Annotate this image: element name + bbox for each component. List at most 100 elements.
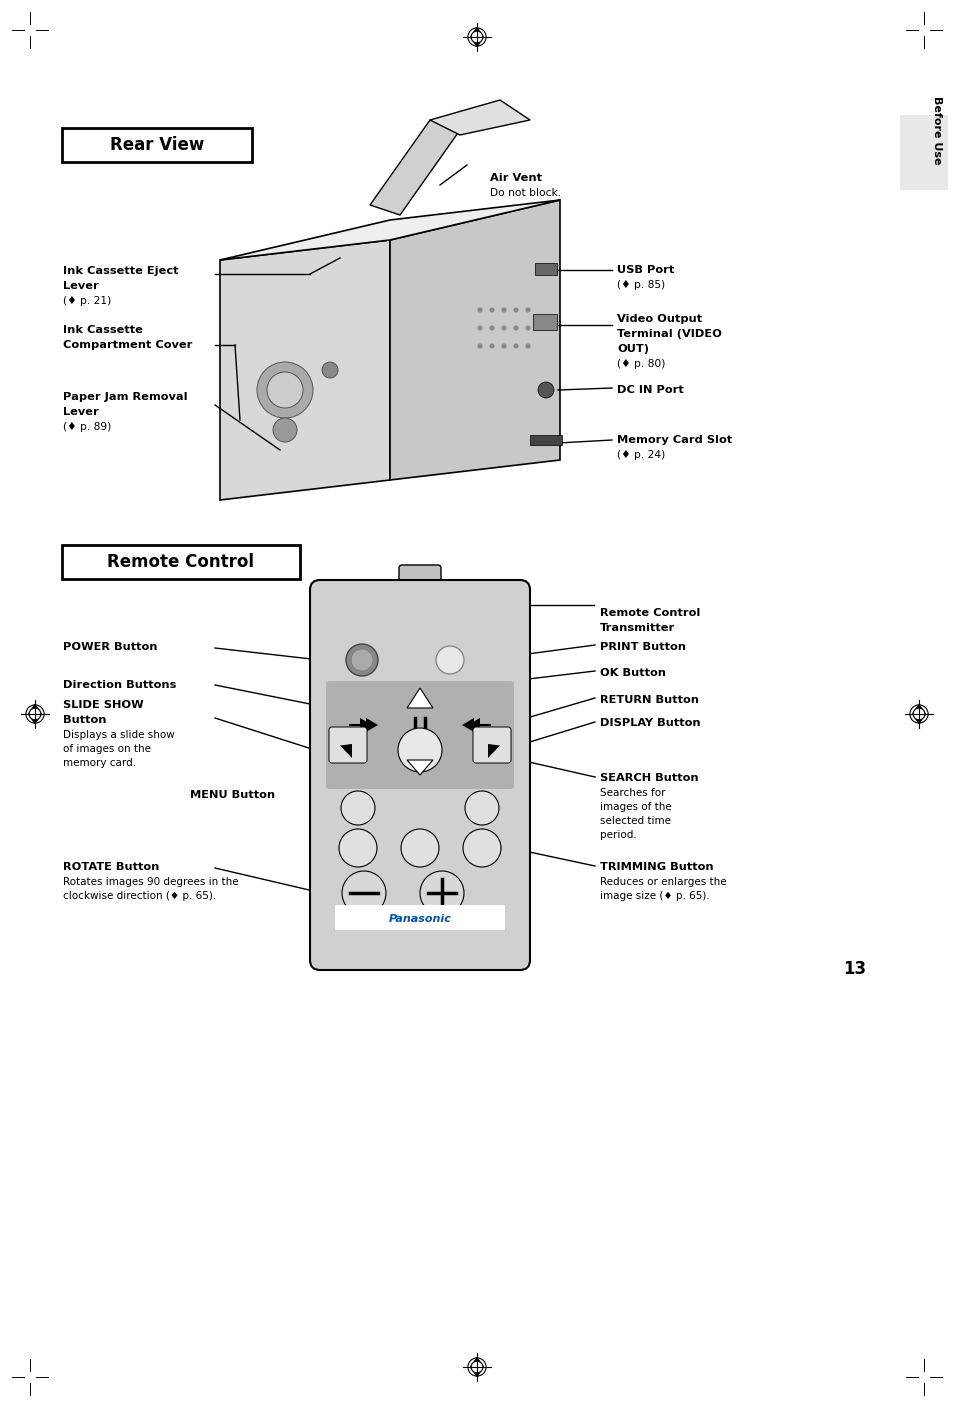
Polygon shape [366,718,377,732]
Circle shape [525,308,530,312]
Circle shape [477,325,482,331]
Text: SLIDE SHOW: SLIDE SHOW [328,787,365,792]
Text: of images on the: of images on the [63,744,151,754]
Circle shape [273,418,296,442]
Text: image size (♦ p. 65).: image size (♦ p. 65). [599,891,709,900]
Text: Compartment Cover: Compartment Cover [63,340,193,350]
Text: PRINT: PRINT [428,636,448,642]
Circle shape [525,343,530,349]
Text: Memory Card Slot: Memory Card Slot [617,435,731,445]
Circle shape [501,308,506,312]
Circle shape [351,649,373,671]
Text: Lever: Lever [63,407,99,416]
Text: (♦ p. 21): (♦ p. 21) [63,295,112,305]
Polygon shape [390,200,559,480]
Text: Video Output: Video Output [617,314,701,324]
Circle shape [471,31,482,42]
Text: POWER Button: POWER Button [63,642,157,651]
Text: DISPLAY: DISPLAY [459,827,483,832]
Circle shape [338,829,376,867]
Text: Rotates images 90 degrees in the: Rotates images 90 degrees in the [63,877,238,886]
Polygon shape [488,744,499,758]
Circle shape [501,325,506,331]
Polygon shape [468,718,479,732]
Text: (♦ p. 89): (♦ p. 89) [63,422,112,432]
Text: Ink Cassette: Ink Cassette [63,325,143,335]
Text: OK: OK [414,746,426,754]
Bar [533,314,557,331]
Text: Panasonic: Panasonic [388,915,451,924]
Text: OUT): OUT) [617,343,648,355]
Polygon shape [430,100,530,135]
Polygon shape [470,28,483,46]
Text: ROTATE Button: ROTATE Button [63,862,159,872]
Polygon shape [912,705,924,723]
Polygon shape [407,688,433,708]
Text: MENU Button: MENU Button [190,789,274,801]
Text: DISPLAY Button: DISPLAY Button [599,718,700,727]
Circle shape [346,644,377,675]
Circle shape [912,708,923,720]
Circle shape [30,708,41,720]
Text: 13: 13 [842,960,865,978]
Text: MENU: MENU [325,827,342,832]
Circle shape [397,727,441,772]
Text: SEARCH Button: SEARCH Button [599,772,698,784]
FancyBboxPatch shape [329,727,367,763]
Circle shape [256,362,313,418]
Text: clockwise direction (♦ p. 65).: clockwise direction (♦ p. 65). [63,891,216,900]
Text: Air Vent: Air Vent [490,173,541,183]
Circle shape [341,871,386,915]
Text: SLIDE SHOW: SLIDE SHOW [63,701,144,711]
Text: memory card.: memory card. [63,758,136,768]
Text: TRIMMING: TRIMMING [405,868,435,872]
Text: images of the: images of the [599,802,671,812]
Text: period.: period. [599,830,636,840]
Circle shape [489,325,494,331]
Text: RETURN: RETURN [428,787,452,792]
Text: Button: Button [63,715,107,725]
Circle shape [477,308,482,312]
Text: Displays a slide show: Displays a slide show [63,730,174,740]
Polygon shape [470,1358,483,1376]
Circle shape [525,325,530,331]
Bar [530,435,561,445]
Text: Do not block.: Do not block. [490,189,560,198]
Text: USB Port: USB Port [617,265,674,274]
Polygon shape [461,718,474,732]
Polygon shape [359,718,372,732]
Circle shape [340,791,375,825]
Text: Remote Control: Remote Control [599,608,700,618]
Circle shape [419,871,463,915]
Text: TRIMMING Button: TRIMMING Button [599,862,713,872]
Text: Rear View: Rear View [110,136,204,153]
Circle shape [462,829,500,867]
Text: Searches for: Searches for [599,788,665,798]
Circle shape [501,343,506,349]
Circle shape [513,343,518,349]
Text: Terminal (VIDEO: Terminal (VIDEO [617,329,721,339]
Circle shape [267,371,303,408]
Text: ROTATE: ROTATE [325,868,347,872]
Text: Transmitter: Transmitter [599,623,675,633]
Polygon shape [220,200,559,260]
Circle shape [513,308,518,312]
Text: Paper Jam Removal: Paper Jam Removal [63,393,188,402]
Circle shape [322,362,337,378]
Circle shape [489,343,494,349]
Circle shape [513,325,518,331]
FancyBboxPatch shape [310,580,530,969]
FancyBboxPatch shape [473,727,511,763]
Text: SEARCH: SEARCH [397,827,421,832]
Text: RETURN Button: RETURN Button [599,695,699,705]
Circle shape [471,1361,482,1373]
Polygon shape [407,760,433,775]
Text: PRINT Button: PRINT Button [599,642,685,651]
Polygon shape [29,705,41,723]
Text: POWER: POWER [332,636,357,642]
Bar [62,545,299,580]
Text: OK Button: OK Button [599,668,665,678]
FancyBboxPatch shape [398,566,440,592]
Text: Reduces or enlarges the: Reduces or enlarges the [599,877,726,886]
Polygon shape [339,744,352,758]
